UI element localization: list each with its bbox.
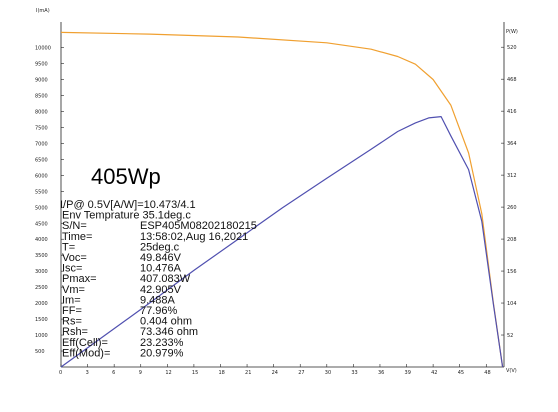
y-left-tick-label: 10000 xyxy=(35,46,51,52)
readout-value: 9.488A xyxy=(140,294,176,306)
x-tick-label: 39 xyxy=(405,370,411,376)
x-tick-label: 18 xyxy=(218,370,224,376)
y-right-tick-label: 104 xyxy=(507,301,517,307)
readout-label: I/P@ 0.5V[A/W]=10.473/4.1 xyxy=(60,199,196,211)
y-left-tick-label: 2000 xyxy=(35,301,48,307)
y-right-tick-label: 468 xyxy=(507,77,517,83)
y-left-tick-label: 6500 xyxy=(35,157,48,163)
y-left-tick-label: 7500 xyxy=(35,125,48,131)
x-tick-label: 24 xyxy=(272,370,278,376)
x-tick-label: 15 xyxy=(192,370,198,376)
x-tick-label: 33 xyxy=(351,370,357,376)
x-unit: V(V) xyxy=(506,368,517,374)
y-right-tick-label: 364 xyxy=(507,141,517,147)
x-tick-label: 30 xyxy=(325,370,331,376)
x-tick-label: 12 xyxy=(165,370,171,376)
readout-label: FF= xyxy=(62,305,82,317)
y-left-tick-label: 6000 xyxy=(35,173,48,179)
y-left-tick-label: 8000 xyxy=(35,109,48,115)
y-left-tick-label: 2500 xyxy=(35,285,48,291)
readout-label: Rs= xyxy=(62,316,82,328)
readout-label: Pmax= xyxy=(62,273,97,285)
readout-value: 407.083W xyxy=(140,273,191,285)
y-left-tick-label: 3000 xyxy=(35,269,48,275)
x-tick-label: 9 xyxy=(139,370,142,376)
y-left-tick-label: 5000 xyxy=(35,205,48,211)
readout-label: Isc= xyxy=(62,263,82,275)
y-right-tick-label: 312 xyxy=(507,173,517,179)
y-left-tick-label: 4500 xyxy=(35,221,48,227)
x-tick-label: 21 xyxy=(245,370,251,376)
y-left-tick-label: 8500 xyxy=(35,93,48,99)
y-left-tick-label: 3500 xyxy=(35,253,48,259)
x-tick-label: 3 xyxy=(86,370,89,376)
y-right-unit: P(W) xyxy=(506,29,518,35)
readout-label: Voc= xyxy=(62,252,87,264)
readout-value: 10.476A xyxy=(140,263,182,275)
y-left-tick-label: 7000 xyxy=(35,141,48,147)
y-left-tick-label: 9500 xyxy=(35,62,48,68)
y-left-tick-label: 4000 xyxy=(35,237,48,243)
y-left-tick-label: 9000 xyxy=(35,78,48,84)
readout-label: Vm= xyxy=(62,284,85,296)
readout-label: Rsh= xyxy=(62,326,88,338)
readout-value: ESP405M08202180215 xyxy=(140,220,257,232)
y-left-unit: I(mA) xyxy=(36,8,50,14)
chart-title: 405Wp xyxy=(91,164,161,189)
y-right-ticks: 52 104 156 208 260 312 364 416 468 520 xyxy=(501,45,517,339)
y-left-ticks: 500 1000 1500 2000 2500 3000 3500 4000 4500 5000 5… xyxy=(35,46,64,355)
x-tick-label: 27 xyxy=(298,370,304,376)
readout-value: 13:58:02,Aug 16,2021 xyxy=(140,231,248,243)
power-curve-line xyxy=(60,115,504,368)
readout-label: Time= xyxy=(62,231,92,243)
y-left-tick-label: 5500 xyxy=(35,189,48,195)
readout-label: Im= xyxy=(62,294,81,306)
y-right-tick-label: 416 xyxy=(507,109,517,115)
y-left-tick-label: 1500 xyxy=(35,317,48,323)
readout-value: 20.979% xyxy=(140,347,184,359)
readout-value: 77.96% xyxy=(140,305,178,317)
current-curve-line xyxy=(60,31,504,368)
y-right-tick-label: 260 xyxy=(507,205,517,211)
y-left-tick-label: 1000 xyxy=(35,333,48,339)
x-tick-label: 6 xyxy=(112,370,115,376)
y-right-tick-label: 208 xyxy=(507,237,517,243)
readout-label: Eff(Mod)= xyxy=(62,347,110,359)
readout-label: S/N= xyxy=(62,220,87,232)
readout-value: 42.905V xyxy=(140,284,182,296)
readout-label: Env Temprature 35.1deg.c xyxy=(62,210,191,222)
readout-value: 0.404 ohm xyxy=(140,316,192,328)
y-right-tick-label: 156 xyxy=(507,269,517,275)
readout-value: 25deg.c xyxy=(140,241,180,253)
readout-label: T= xyxy=(62,241,75,253)
readout-value: 73.346 ohm xyxy=(140,326,198,338)
x-tick-label: 48 xyxy=(484,370,490,376)
x-tick-label: 0 xyxy=(59,370,62,376)
x-ticks: 0 3 6 9 12 15 18 21 24 27 30 33 36 39 42 45 48 xyxy=(59,364,491,376)
series-layer xyxy=(60,31,504,368)
y-left-tick-label: 500 xyxy=(35,349,45,355)
x-tick-label: 36 xyxy=(378,370,384,376)
y-right-tick-label: 52 xyxy=(507,333,513,339)
x-tick-label: 45 xyxy=(458,370,464,376)
x-tick-label: 42 xyxy=(431,370,437,376)
readout-value: 23.233% xyxy=(140,337,184,349)
readout-label: Eff(Cell)= xyxy=(62,337,108,349)
y-right-tick-label: 520 xyxy=(507,45,517,51)
readout-value: 49.846V xyxy=(140,252,182,264)
